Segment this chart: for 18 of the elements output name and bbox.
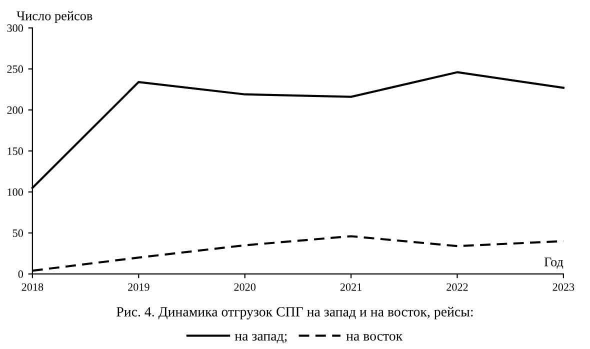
y-tick-label: 50	[12, 229, 23, 237]
text: Рис. 4. Динамика отгрузок СПГ на запад и на восток, рейсы:	[116, 306, 473, 320]
y-tick-label: 250	[7, 65, 23, 73]
y-tick-label: 200	[7, 106, 23, 114]
y-tick-label: 150	[8, 147, 23, 155]
y-tick-label: 300	[7, 24, 23, 32]
x-tick-label: 2021	[340, 283, 362, 291]
x-tick-label: 2022	[446, 283, 468, 291]
x-tick-label: 2019	[128, 283, 150, 291]
x-axis-title: Год	[544, 258, 564, 269]
y-axis-title: Число рейсов	[16, 11, 92, 23]
legend-label: на восток	[346, 334, 403, 341]
y-tick-label: 0	[18, 270, 23, 278]
x-tick-label: 2023	[552, 283, 574, 291]
x-tick-label: 2018	[22, 283, 44, 291]
y-tick-label: 100	[8, 188, 23, 196]
legend-label: на запад;	[234, 334, 287, 344]
x-tick-label: 2020	[234, 283, 256, 291]
